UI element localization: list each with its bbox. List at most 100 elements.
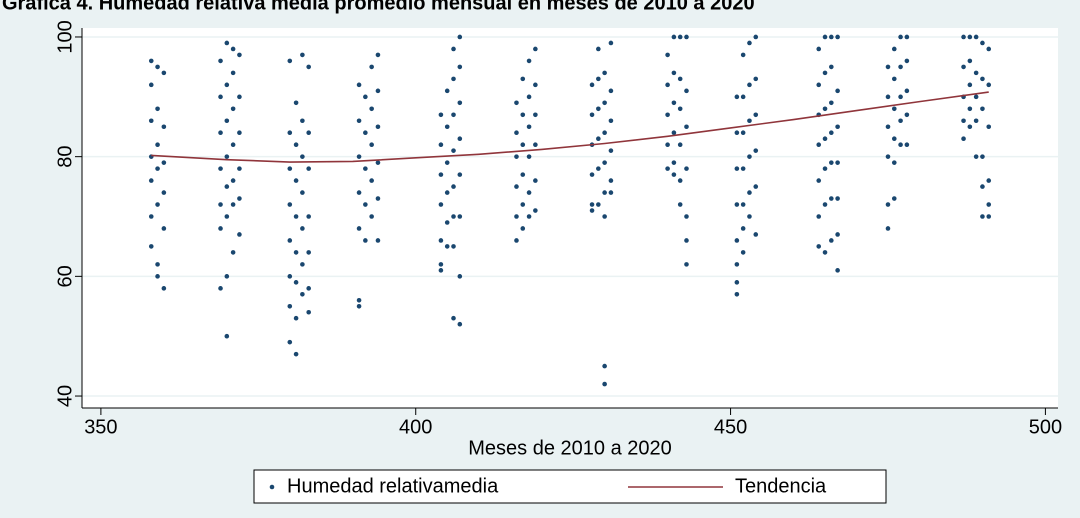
scatter-point [218, 286, 223, 291]
scatter-point [369, 64, 374, 70]
scatter-point [287, 58, 293, 64]
scatter-point [457, 274, 463, 279]
scatter-point [665, 82, 670, 88]
scatter-point [457, 321, 463, 327]
scatter-point [363, 130, 368, 136]
scatter-point [306, 130, 311, 136]
scatter-point [218, 58, 223, 64]
scatter-point [740, 166, 746, 171]
scatter-point [967, 58, 973, 64]
scatter-point [451, 46, 456, 52]
scatter-point [444, 220, 450, 225]
scatter-point [293, 315, 299, 321]
scatter-point [602, 70, 607, 76]
scatter-point [734, 291, 740, 297]
scatter-point [608, 178, 614, 183]
scatter-point [822, 250, 828, 255]
scatter-point [300, 52, 305, 58]
scatter-point [885, 226, 891, 231]
scatter-point [444, 88, 450, 94]
scatter-point [734, 280, 740, 285]
scatter-point [740, 202, 746, 207]
scatter-point [520, 202, 526, 207]
scatter-point [602, 381, 607, 387]
scatter-point [602, 100, 607, 106]
scatter-point [816, 142, 822, 147]
scatter-point [438, 262, 444, 267]
scatter-point [980, 40, 985, 46]
scatter-point [671, 160, 677, 165]
scatter-point [816, 214, 822, 219]
scatter-point [829, 238, 834, 243]
scatter-point [457, 172, 463, 177]
scatter-point [155, 274, 160, 279]
legend-box [253, 469, 887, 504]
scatter-point [753, 148, 759, 153]
scatter-point [740, 130, 746, 136]
scatter-point [904, 34, 910, 40]
scatter-point [237, 196, 242, 201]
legend-label: Humedad relativamedia [287, 475, 499, 497]
scatter-point [973, 94, 979, 100]
scatter-point [822, 166, 828, 171]
scatter-point [306, 64, 311, 70]
scatter-point [526, 214, 532, 219]
scatter-point [287, 274, 293, 279]
scatter-point [885, 154, 891, 159]
scatter-point [885, 94, 891, 100]
scatter-point [684, 34, 689, 40]
scatter-point [369, 142, 374, 147]
scatter-point [822, 136, 828, 142]
scatter-point [740, 52, 746, 58]
scatter-point [300, 118, 305, 124]
scatter-point [306, 250, 311, 255]
scatter-point [608, 118, 614, 124]
x-tick-label: 500 [1029, 416, 1062, 438]
scatter-point [224, 333, 230, 339]
scatter-point [356, 82, 362, 88]
scatter-point [684, 214, 689, 219]
scatter-point [224, 40, 230, 46]
scatter-point [457, 100, 463, 106]
scatter-point [533, 178, 538, 183]
scatter-point [293, 142, 299, 147]
scatter-point [684, 262, 689, 267]
scatter-point [986, 214, 992, 219]
scatter-point [986, 178, 992, 183]
scatter-point [293, 178, 299, 183]
scatter-point [155, 106, 160, 112]
scatter-point [155, 262, 160, 267]
scatter-point [293, 100, 299, 106]
scatter-point [356, 226, 362, 231]
scatter-point [224, 274, 230, 279]
scatter-point [835, 88, 840, 94]
scatter-point [526, 58, 532, 64]
scatter-point [734, 94, 740, 100]
scatter-point [967, 106, 973, 112]
scatter-point [161, 286, 167, 291]
scatter-point [747, 214, 752, 219]
scatter-point [520, 76, 526, 82]
scatter-point [816, 244, 822, 249]
scatter-point [363, 238, 368, 243]
scatter-point [444, 244, 450, 249]
scatter-point [300, 190, 305, 195]
scatter-point [822, 202, 828, 207]
scatter-point [451, 315, 456, 321]
scatter-point [514, 184, 519, 189]
scatter-point [684, 166, 689, 171]
scatter-point [287, 339, 293, 345]
plot-area [82, 28, 1058, 408]
scatter-point [161, 160, 167, 165]
x-tick-label: 400 [399, 416, 432, 438]
scatter-point [835, 196, 840, 201]
scatter-point [986, 124, 992, 130]
scatter-point [520, 172, 526, 177]
scatter-point [533, 46, 538, 52]
scatter-point [684, 124, 689, 130]
scatter-point [973, 154, 979, 159]
legend-dot [269, 484, 275, 490]
scatter-point [904, 142, 910, 147]
scatter-point [224, 154, 230, 159]
